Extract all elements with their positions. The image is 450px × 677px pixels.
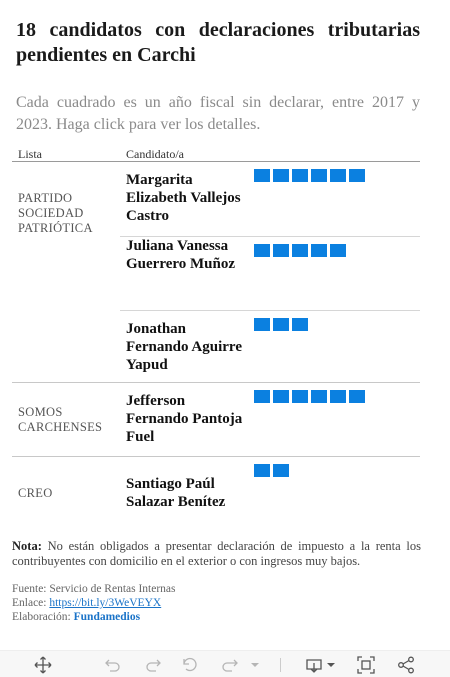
candidate-row[interactable]: Jefferson Fernando Pantoja Fuel <box>120 383 420 456</box>
download-icon[interactable] <box>303 655 325 675</box>
by-label: Elaboración: <box>12 611 71 623</box>
share-icon[interactable] <box>395 655 417 675</box>
note-text: No están obligados a presentar declaraci… <box>12 539 422 568</box>
dropdown-icon[interactable] <box>325 655 337 675</box>
note-label: Nota: <box>12 539 42 553</box>
move-icon[interactable] <box>33 655 53 675</box>
year-square[interactable] <box>311 390 327 403</box>
year-square[interactable] <box>273 464 289 477</box>
fullscreen-icon[interactable] <box>355 655 377 675</box>
year-squares[interactable] <box>254 318 308 331</box>
year-square[interactable] <box>292 244 308 257</box>
source-link[interactable]: https://bit.ly/3WeVEYX <box>49 597 162 609</box>
table-header: Lista Candidato/a <box>12 147 420 162</box>
year-squares[interactable] <box>254 390 365 403</box>
year-square[interactable] <box>254 169 270 182</box>
year-square[interactable] <box>273 244 289 257</box>
undo-icon[interactable] <box>103 655 123 675</box>
candidate-row[interactable]: Santiago Paúl Salazar Benítez <box>120 457 420 530</box>
column-header-list: Lista <box>18 147 42 161</box>
candidate-row[interactable]: Juliana Vanessa Guerrero Muñoz <box>120 236 420 310</box>
year-square[interactable] <box>273 390 289 403</box>
year-squares[interactable] <box>254 464 289 477</box>
year-square[interactable] <box>254 318 270 331</box>
year-squares[interactable] <box>254 169 365 182</box>
toolbar-divider <box>280 658 281 672</box>
reset-icon[interactable] <box>181 655 203 675</box>
author-link[interactable]: Fundamedios <box>73 611 141 623</box>
year-square[interactable] <box>330 244 346 257</box>
year-square[interactable] <box>273 169 289 182</box>
candidate-row[interactable]: Jonathan Fernando Aguirre Yapud <box>120 310 420 382</box>
link-label: Enlace: <box>12 597 47 609</box>
page-title: 18 candidatos con declaraciones tributar… <box>16 19 420 66</box>
year-square[interactable] <box>254 464 270 477</box>
forward-icon[interactable] <box>219 655 241 675</box>
party-name: SOMOS CARCHENSES <box>18 405 103 434</box>
year-square[interactable] <box>330 390 346 403</box>
year-square[interactable] <box>292 318 308 331</box>
year-square[interactable] <box>349 390 365 403</box>
redo-icon[interactable] <box>143 655 163 675</box>
column-header-candidate: Candidato/a <box>126 147 184 161</box>
party-group: PARTIDO SOCIEDAD PATRIÓTICA Margarita El… <box>12 162 420 383</box>
source-text: Servicio de Rentas Internas <box>49 583 176 595</box>
candidate-name: Santiago Paúl Salazar Benítez <box>126 476 226 510</box>
year-square[interactable] <box>292 169 308 182</box>
page-subtitle: Cada cuadrado es un año fiscal sin decla… <box>16 94 420 133</box>
candidate-row[interactable]: Margarita Elizabeth Vallejos Castro <box>120 162 420 236</box>
source-label: Fuente: <box>12 583 47 595</box>
year-square[interactable] <box>273 318 289 331</box>
year-square[interactable] <box>292 390 308 403</box>
year-square[interactable] <box>311 169 327 182</box>
party-group: SOMOS CARCHENSES Jefferson Fernando Pant… <box>12 383 420 457</box>
credits: Fuente: Servicio de Rentas Internas Enla… <box>12 582 176 624</box>
candidate-name: Juliana Vanessa Guerrero Muñoz <box>126 238 236 272</box>
candidate-name: Margarita Elizabeth Vallejos Castro <box>126 172 241 224</box>
chart-toolbar <box>0 650 450 677</box>
year-square[interactable] <box>330 169 346 182</box>
candidate-name: Jonathan Fernando Aguirre Yapud <box>126 321 242 373</box>
year-square[interactable] <box>254 390 270 403</box>
candidates-table: Lista Candidato/a PARTIDO SOCIEDAD PATRI… <box>12 147 420 530</box>
year-squares[interactable] <box>254 244 346 257</box>
year-square[interactable] <box>254 244 270 257</box>
year-square[interactable] <box>349 169 365 182</box>
party-name: CREO <box>18 486 53 500</box>
party-group: CREO Santiago Paúl Salazar Benítez <box>12 457 420 530</box>
year-square[interactable] <box>311 244 327 257</box>
party-name: PARTIDO SOCIEDAD PATRIÓTICA <box>18 191 93 235</box>
candidate-name: Jefferson Fernando Pantoja Fuel <box>126 393 243 445</box>
note: Nota: No están obligados a presentar dec… <box>12 539 421 569</box>
dropdown-icon[interactable] <box>249 655 261 675</box>
